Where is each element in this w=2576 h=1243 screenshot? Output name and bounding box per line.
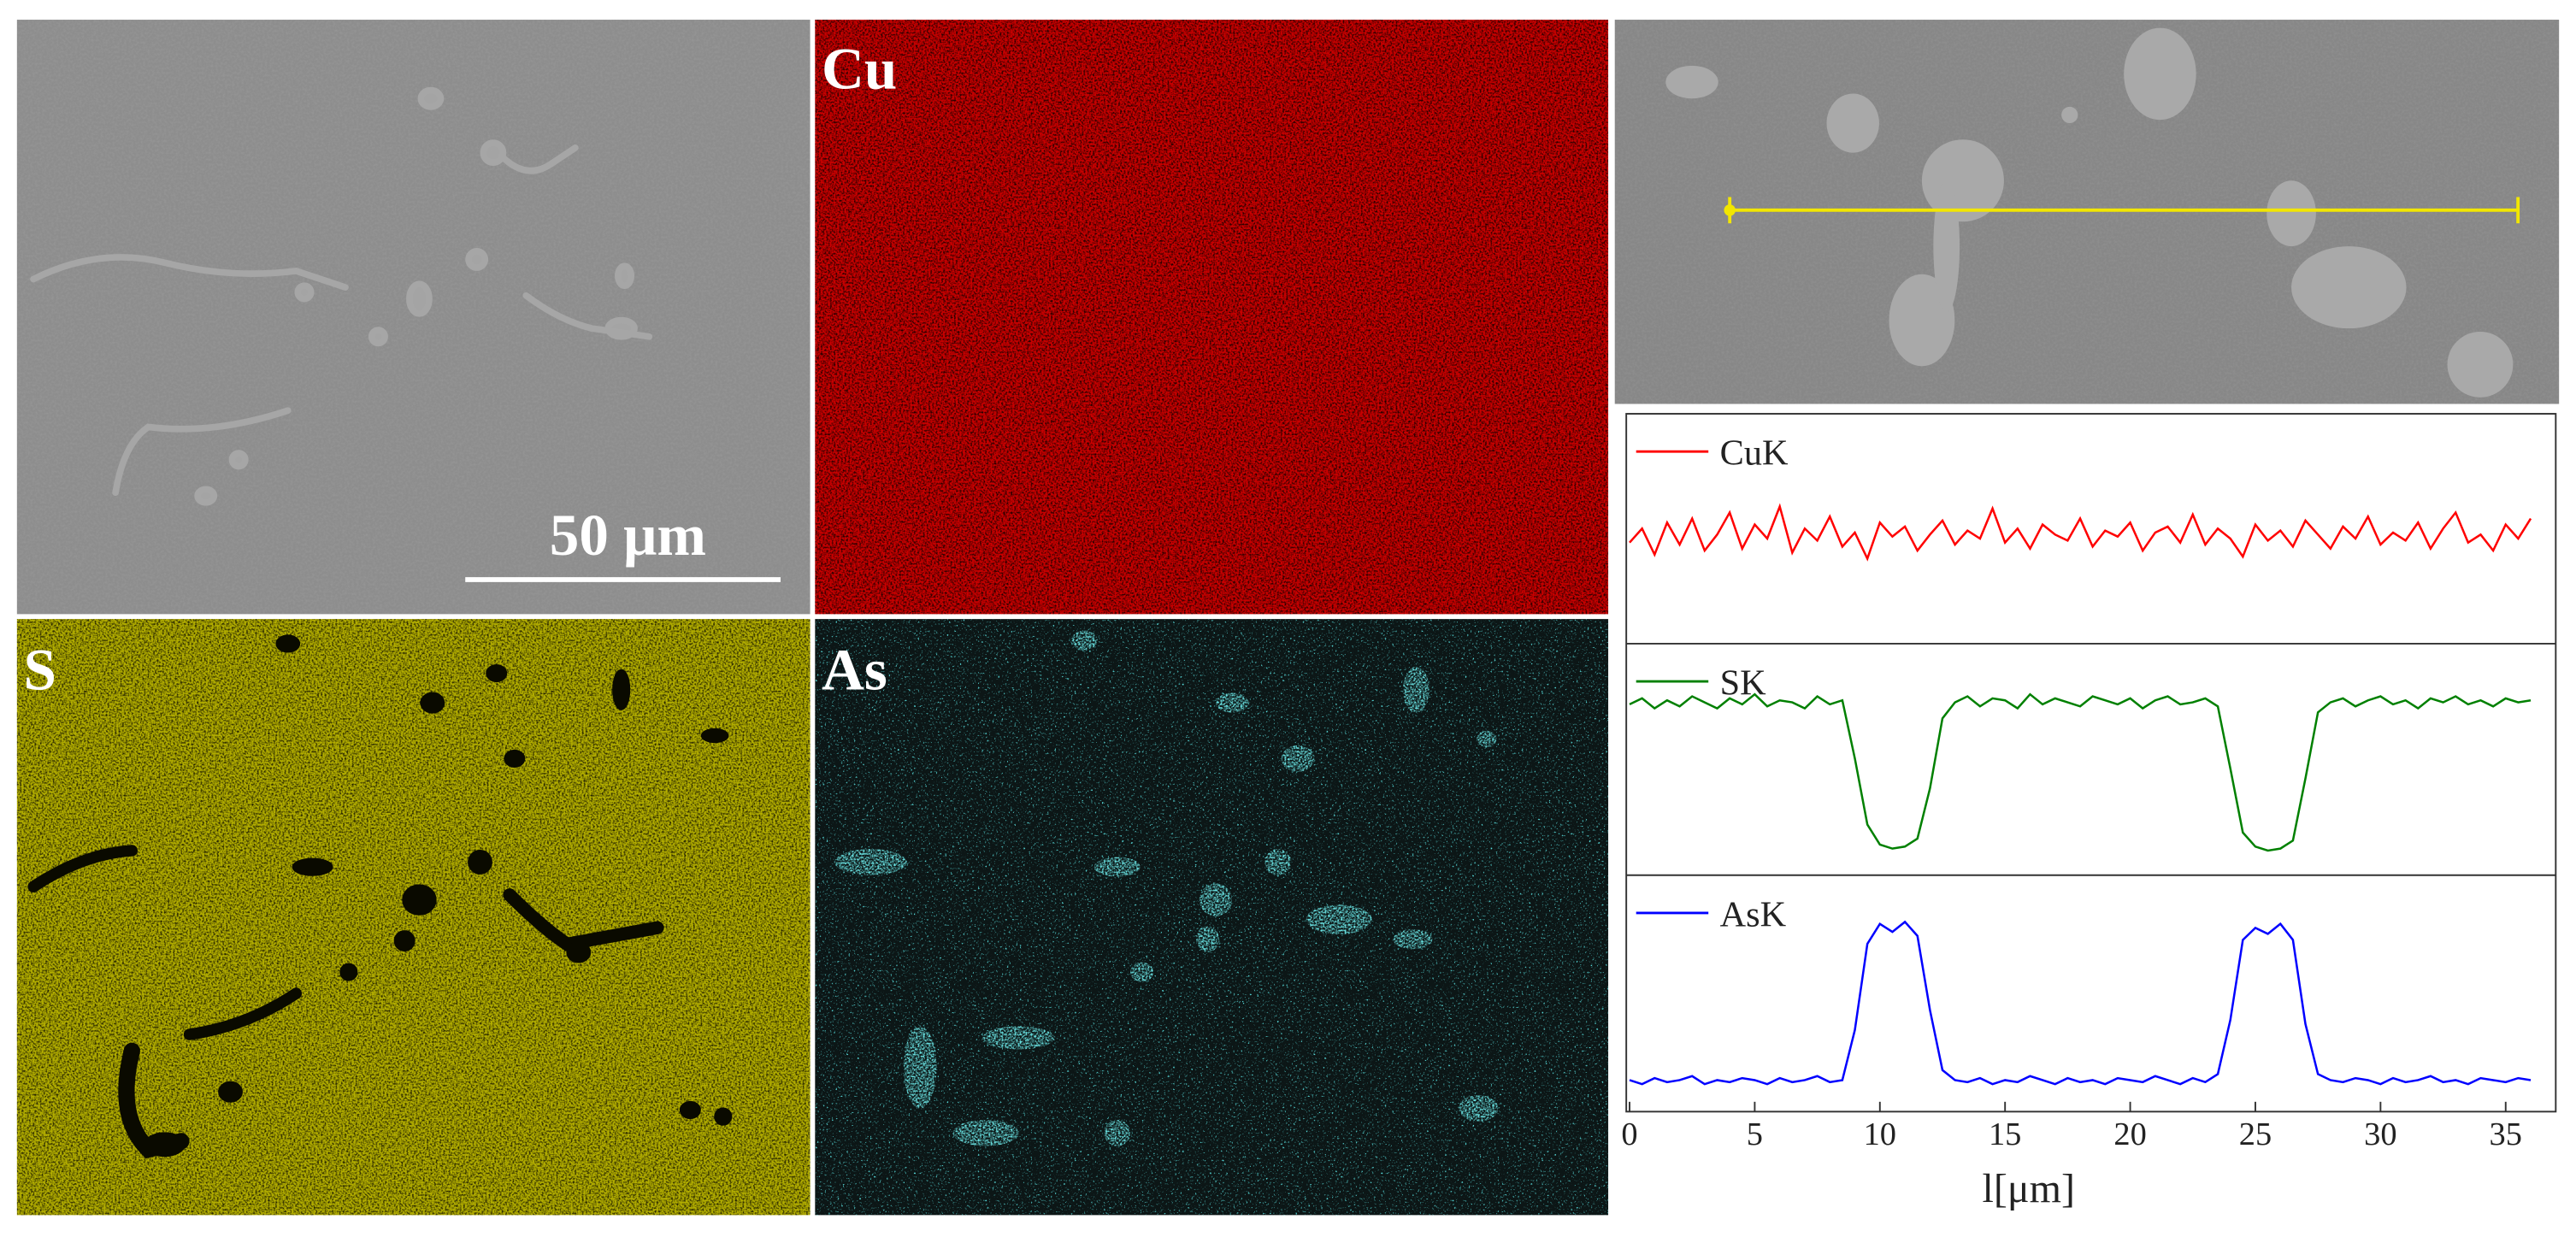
as-map: As	[815, 619, 1609, 1216]
scale-bar-label: 50 μm	[550, 502, 706, 568]
panel-label: S	[24, 637, 56, 703]
x-tick-label: 30	[2364, 1116, 2396, 1152]
panel-label: Cu	[822, 36, 897, 102]
x-tick-label: 0	[1621, 1116, 1637, 1152]
legend-label: SK	[1720, 663, 1766, 703]
series-line	[1629, 692, 2532, 852]
line-scan-image	[1614, 20, 2560, 404]
series-line	[1629, 920, 2532, 1086]
x-tick-label: 25	[2239, 1116, 2272, 1152]
x-tick-label: 15	[1989, 1116, 2021, 1152]
x-tick-label: 20	[2113, 1116, 2146, 1152]
cu-map: Cu	[815, 20, 1609, 615]
sem-image: 50 μm	[16, 20, 811, 615]
legend-label: CuK	[1720, 433, 1789, 474]
line-scan-plot: l[μm] 0 5 10 15 20 25 30 35 CuK SK AsK	[1621, 413, 2557, 1211]
x-tick-label: 35	[2490, 1116, 2522, 1152]
panel-label: As	[822, 637, 887, 703]
legend-label: AsK	[1720, 894, 1787, 934]
s-map: S	[16, 619, 811, 1216]
x-tick-label: 10	[1864, 1116, 1896, 1152]
series-line	[1629, 503, 2532, 562]
x-tick-label: 5	[1747, 1116, 1763, 1152]
x-axis-label: l[μm]	[1983, 1166, 2075, 1211]
